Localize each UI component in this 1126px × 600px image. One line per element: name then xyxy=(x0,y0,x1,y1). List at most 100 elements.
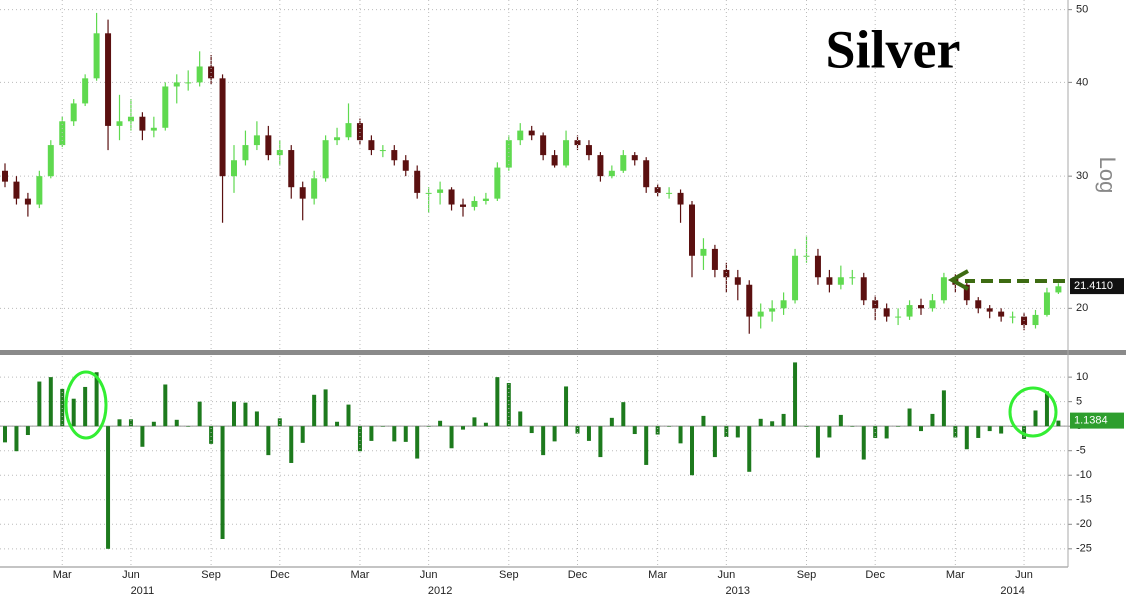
bar xyxy=(838,414,843,427)
bar xyxy=(930,413,935,427)
bar xyxy=(1044,391,1049,427)
candle-body xyxy=(906,305,913,317)
candle-body xyxy=(1009,316,1016,318)
bar xyxy=(1010,426,1015,427)
bar xyxy=(964,426,969,450)
candle-body xyxy=(700,248,707,256)
candle-body xyxy=(36,176,43,205)
candle-body xyxy=(231,160,237,177)
bar xyxy=(724,426,729,437)
bar xyxy=(449,426,454,449)
bar xyxy=(552,426,557,442)
bar xyxy=(346,404,351,427)
candle-body xyxy=(47,145,54,177)
bar xyxy=(163,384,168,427)
bar xyxy=(941,390,946,427)
x-tick-label: Dec xyxy=(568,569,588,581)
bar xyxy=(14,426,19,452)
candle-body xyxy=(242,145,249,161)
bar xyxy=(575,426,580,434)
bar xyxy=(598,426,603,458)
candle-body xyxy=(356,123,363,141)
bar xyxy=(976,426,981,438)
candle-body xyxy=(368,140,375,151)
x-tick-label: Mar xyxy=(648,569,667,581)
y-tick-label: -25 xyxy=(1076,543,1092,555)
candle-body xyxy=(288,150,295,188)
candle-body xyxy=(643,160,650,188)
bar xyxy=(277,418,282,427)
bar xyxy=(3,426,7,443)
x-tick-label: Mar xyxy=(946,569,965,581)
bar xyxy=(804,426,809,427)
bar xyxy=(827,426,832,438)
bar xyxy=(609,417,614,427)
x-tick-label: Jun xyxy=(420,569,438,581)
x-tick-label: Jun xyxy=(717,569,735,581)
candle-body xyxy=(837,277,844,285)
candle-body xyxy=(677,192,684,205)
y-tick-label: -10 xyxy=(1076,469,1092,481)
y-tick-label: 30 xyxy=(1076,170,1088,182)
candle-body xyxy=(1032,314,1039,326)
candle-body xyxy=(597,155,604,177)
candle-body xyxy=(265,135,272,156)
candle-body xyxy=(883,308,890,317)
candle-body xyxy=(402,160,409,171)
candle-body xyxy=(322,140,329,179)
candle-body xyxy=(471,200,478,207)
candle-body xyxy=(505,140,512,168)
candle-body xyxy=(860,277,867,301)
candle-body xyxy=(414,170,421,193)
bar xyxy=(323,389,328,427)
candle-body xyxy=(734,277,741,285)
bar xyxy=(678,426,683,444)
candle-body xyxy=(105,33,112,126)
candle-body xyxy=(139,116,146,131)
bar xyxy=(518,411,523,427)
chart-title: Silver xyxy=(826,19,961,79)
x-tick-label: Jun xyxy=(1015,569,1033,581)
candle-body xyxy=(334,137,341,141)
bar xyxy=(1033,410,1038,427)
x-year-label: 2013 xyxy=(726,585,750,597)
candle-body xyxy=(608,170,615,177)
x-year-label: 2011 xyxy=(131,585,155,597)
bar xyxy=(896,426,901,427)
bar xyxy=(37,381,42,427)
bar xyxy=(174,419,179,427)
candle-body xyxy=(551,155,558,166)
bar xyxy=(495,377,500,427)
bar xyxy=(1056,420,1061,427)
candle-body xyxy=(689,204,695,256)
candle-body xyxy=(666,192,673,194)
bar xyxy=(117,419,122,427)
y-tick-label: 5 xyxy=(1076,396,1082,408)
y-tick-label: 40 xyxy=(1076,76,1088,88)
bar xyxy=(151,421,156,427)
bar xyxy=(289,426,294,463)
y-tick-label: 20 xyxy=(1076,302,1088,314)
y-tick-label: -5 xyxy=(1076,445,1086,457)
highlight-circle xyxy=(1008,386,1058,438)
candle-body xyxy=(391,150,398,161)
bar xyxy=(884,426,889,439)
candle-body xyxy=(59,121,66,146)
bar xyxy=(186,426,191,427)
bar xyxy=(426,426,431,427)
bar xyxy=(415,426,420,459)
candle-body xyxy=(746,284,753,317)
candle-body xyxy=(185,82,192,84)
candle-body xyxy=(895,316,902,318)
candle-body xyxy=(963,284,970,301)
bar xyxy=(621,402,626,427)
scale-label: Log xyxy=(1095,157,1120,194)
bar xyxy=(438,420,443,427)
last-value-label: 1.1384 xyxy=(1074,415,1108,427)
bar xyxy=(701,415,706,427)
x-year-label: 2012 xyxy=(428,585,452,597)
x-tick-label: Sep xyxy=(201,569,221,581)
candle-body xyxy=(24,198,31,205)
bar xyxy=(25,426,30,436)
bar xyxy=(48,377,53,427)
